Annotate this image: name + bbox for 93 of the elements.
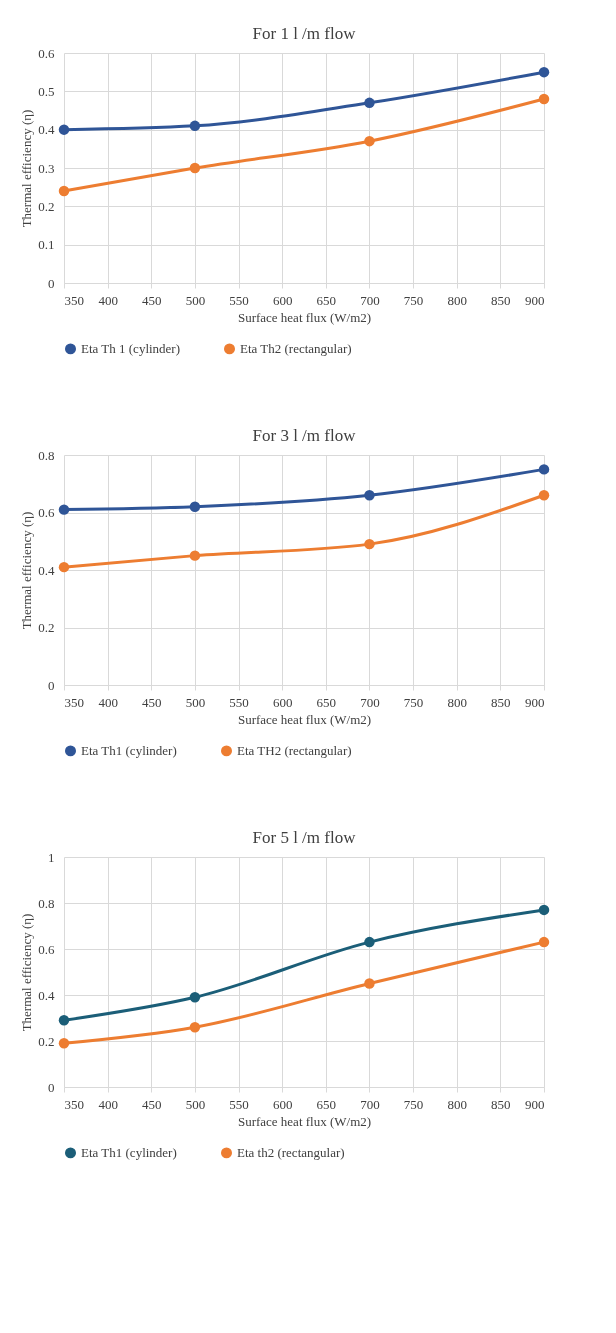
- point: [189, 501, 201, 512]
- x-tick-label: 400: [98, 292, 118, 308]
- legend-label: Eta Th1 (cylinder): [81, 1144, 177, 1160]
- x-axis-title: Surface heat flux (W/m2): [237, 711, 372, 727]
- x-tick-label: 750: [403, 292, 424, 308]
- x-tick-label: 550: [229, 292, 249, 308]
- point: [538, 93, 550, 105]
- chart-title: For 3 l /m flow: [252, 426, 357, 445]
- x-tick-label: 500: [185, 694, 206, 710]
- point: [189, 550, 201, 561]
- legend-label: Eta TH2 (rectangular): [237, 742, 352, 758]
- x-tick-label: 550: [229, 694, 249, 710]
- y-tick-label: 0.4: [38, 987, 55, 1003]
- y-tick-label: 0.2: [38, 198, 55, 214]
- y-tick-label: 0.6: [38, 505, 55, 520]
- point: [364, 978, 375, 989]
- x-tick-label: 700: [360, 292, 380, 308]
- y-tick-label: 0.4: [38, 122, 55, 138]
- x-tick-label: 650: [316, 1096, 337, 1112]
- legend-label: Eta th2 (rectangular): [237, 1144, 345, 1160]
- y-tick-label: 0: [48, 1079, 55, 1095]
- x-tick-label: 500: [185, 1096, 206, 1112]
- x-axis-title: Surface heat flux (W/m2): [237, 309, 372, 325]
- x-tick-label: 850: [491, 1096, 511, 1112]
- y-tick-label: 0.3: [38, 160, 55, 176]
- y-tick-label: 0: [48, 677, 55, 693]
- point: [189, 162, 201, 174]
- x-tick-label: 450: [142, 292, 162, 308]
- x-tick-label: 500: [185, 292, 206, 308]
- legend-label: Eta Th2 (rectangular): [240, 340, 352, 356]
- x-tick-label: 900: [525, 1096, 545, 1112]
- point: [189, 120, 201, 132]
- x-tick-label: 450: [142, 1096, 162, 1112]
- x-tick-label: 900: [525, 694, 545, 710]
- point: [189, 1021, 201, 1033]
- x-tick-label: 600: [272, 1096, 293, 1112]
- x-tick-label: 650: [316, 292, 337, 308]
- y-tick-label: 0.6: [38, 45, 55, 61]
- x-tick-label: 600: [272, 292, 293, 308]
- point: [58, 124, 70, 135]
- x-tick-label: 800: [447, 292, 467, 308]
- y-tick-label: 0.4: [38, 562, 55, 578]
- point: [538, 464, 550, 475]
- x-tick-label: 700: [360, 694, 380, 710]
- x-tick-label: 450: [142, 694, 162, 710]
- y-axis-title: Thermal efficiency (η): [19, 109, 35, 228]
- x-tick-label: 900: [525, 292, 545, 308]
- y-tick-label: 0.8: [38, 447, 55, 463]
- chart-title: For 1 l /m flow: [252, 24, 357, 43]
- point: [364, 135, 375, 147]
- x-tick-label: 750: [403, 694, 424, 710]
- x-tick-label: 350: [64, 694, 84, 710]
- point: [58, 1015, 70, 1026]
- x-tick-label: 350: [64, 1096, 84, 1112]
- x-tick-label: 400: [98, 694, 118, 710]
- x-tick-label: 850: [491, 694, 511, 710]
- point: [538, 936, 550, 948]
- y-axis-title: Thermal efficiency (η): [19, 511, 35, 630]
- point: [58, 504, 70, 515]
- point: [58, 185, 70, 197]
- point: [364, 936, 375, 948]
- x-tick-label: 850: [491, 292, 511, 308]
- y-tick-label: 0.2: [38, 1033, 55, 1049]
- legend-label: Eta Th1 (cylinder): [81, 742, 177, 758]
- point: [538, 904, 550, 916]
- x-tick-label: 700: [360, 1096, 380, 1112]
- x-tick-label: 800: [447, 1096, 467, 1112]
- y-tick-label: 0.8: [38, 895, 55, 911]
- x-axis-title: Surface heat flux (W/m2): [237, 1113, 372, 1129]
- point: [189, 992, 201, 1003]
- x-tick-label: 400: [98, 1096, 118, 1112]
- x-tick-label: 750: [403, 1096, 424, 1112]
- chart-title: For 5 l /m flow: [252, 828, 357, 847]
- y-tick-label: 0.6: [38, 941, 55, 957]
- point: [538, 66, 550, 78]
- y-tick-label: 0.5: [38, 83, 55, 99]
- y-axis-title: Thermal efficiency (η): [19, 913, 35, 1032]
- y-tick-label: 0.1: [38, 237, 55, 253]
- point: [364, 490, 375, 501]
- x-tick-label: 350: [64, 292, 84, 308]
- point: [364, 97, 375, 109]
- y-tick-label: 0: [48, 275, 55, 291]
- x-tick-label: 800: [447, 694, 467, 710]
- x-tick-label: 550: [229, 1096, 249, 1112]
- x-tick-label: 650: [316, 694, 337, 710]
- point: [58, 561, 70, 573]
- point: [364, 538, 375, 550]
- point: [538, 490, 550, 501]
- y-tick-label: 1: [48, 849, 55, 865]
- y-tick-label: 0.2: [38, 620, 55, 635]
- x-tick-label: 600: [272, 694, 293, 710]
- point: [58, 1038, 70, 1049]
- legend-label: Eta Th 1 (cylinder): [81, 340, 181, 356]
